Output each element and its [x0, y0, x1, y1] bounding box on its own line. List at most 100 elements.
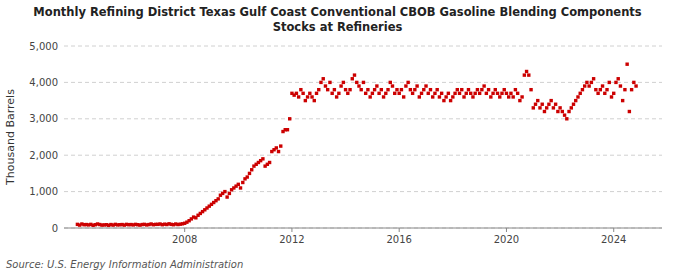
point	[460, 88, 463, 91]
y-tick-label: 0	[52, 223, 58, 234]
point	[364, 92, 367, 95]
point	[308, 92, 311, 95]
point	[590, 81, 593, 84]
point	[261, 157, 264, 160]
point	[617, 77, 620, 80]
point	[310, 95, 313, 98]
point	[216, 197, 219, 200]
point	[436, 88, 439, 91]
point	[570, 106, 573, 109]
point	[433, 92, 436, 95]
point	[339, 84, 342, 87]
point	[346, 92, 349, 95]
x-tick-label: 2020	[494, 234, 519, 245]
point	[353, 73, 356, 76]
point	[518, 99, 521, 102]
point	[306, 95, 309, 98]
point	[389, 81, 392, 84]
point	[538, 106, 541, 109]
point	[248, 172, 251, 175]
point	[592, 77, 595, 80]
point	[418, 95, 421, 98]
point	[402, 95, 405, 98]
point	[496, 92, 499, 95]
y-tick-label: 2,000	[29, 150, 58, 161]
point	[503, 88, 506, 91]
point	[489, 95, 492, 98]
point	[304, 99, 307, 102]
grid-line	[64, 118, 662, 119]
point	[520, 95, 523, 98]
point	[413, 88, 416, 91]
point	[223, 190, 226, 193]
point	[447, 92, 450, 95]
point	[511, 95, 514, 98]
point	[561, 110, 564, 113]
point	[614, 81, 617, 84]
y-axis-label: Thousand Barrels	[4, 89, 17, 186]
point	[429, 88, 432, 91]
point	[478, 92, 481, 95]
point	[596, 92, 599, 95]
x-tick	[613, 228, 614, 232]
point	[514, 88, 517, 91]
point	[494, 88, 497, 91]
point	[458, 92, 461, 95]
point	[427, 92, 430, 95]
point	[623, 88, 626, 91]
point	[581, 88, 584, 91]
point	[491, 92, 494, 95]
point	[469, 92, 472, 95]
point	[574, 99, 577, 102]
point	[476, 88, 479, 91]
x-tick	[291, 228, 292, 232]
point	[438, 95, 441, 98]
point	[485, 92, 488, 95]
point	[237, 183, 240, 186]
point	[330, 92, 333, 95]
point	[431, 95, 434, 98]
grid-line	[64, 191, 662, 192]
point	[608, 81, 611, 84]
points	[76, 63, 638, 227]
point	[391, 84, 394, 87]
point	[536, 99, 539, 102]
point	[487, 88, 490, 91]
point	[409, 88, 412, 91]
point	[587, 84, 590, 87]
point	[299, 88, 302, 91]
point	[360, 88, 363, 91]
point	[628, 110, 631, 113]
point	[398, 92, 401, 95]
point	[404, 84, 407, 87]
point	[634, 84, 637, 87]
point	[451, 95, 454, 98]
point	[462, 95, 465, 98]
point	[228, 192, 231, 195]
point	[295, 92, 298, 95]
point	[625, 63, 628, 66]
chart: Monthly Refining District Texas Gulf Coa…	[0, 0, 675, 275]
point	[527, 73, 530, 76]
point	[471, 95, 474, 98]
point	[400, 88, 403, 91]
point	[585, 81, 588, 84]
point	[279, 144, 282, 147]
point	[326, 88, 329, 91]
point	[366, 88, 369, 91]
point	[509, 92, 512, 95]
point	[386, 88, 389, 91]
point	[442, 99, 445, 102]
point	[393, 92, 396, 95]
point	[250, 168, 253, 171]
point	[319, 81, 322, 84]
point	[315, 92, 318, 95]
point	[371, 92, 374, 95]
point	[465, 92, 468, 95]
point	[583, 84, 586, 87]
point	[420, 92, 423, 95]
point	[480, 88, 483, 91]
x-tick-label: 2008	[172, 234, 197, 245]
point	[507, 95, 510, 98]
point	[523, 73, 526, 76]
